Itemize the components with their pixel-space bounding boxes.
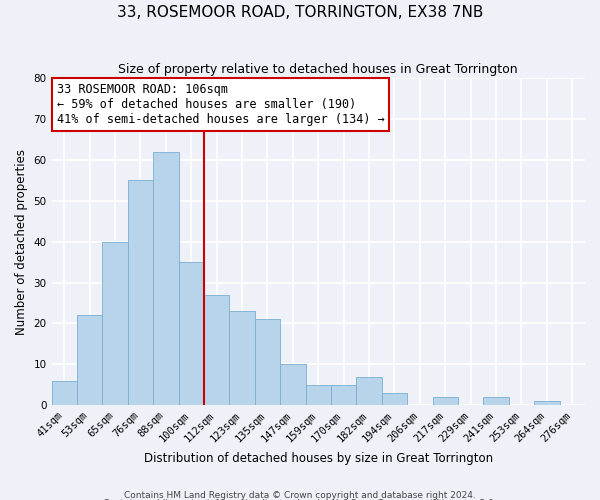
Bar xyxy=(305,385,331,405)
Bar xyxy=(204,295,229,405)
Text: 33, ROSEMOOR ROAD, TORRINGTON, EX38 7NB: 33, ROSEMOOR ROAD, TORRINGTON, EX38 7NB xyxy=(117,5,483,20)
Bar xyxy=(280,364,305,405)
Bar xyxy=(52,380,77,405)
X-axis label: Distribution of detached houses by size in Great Torrington: Distribution of detached houses by size … xyxy=(144,452,493,465)
Text: 33 ROSEMOOR ROAD: 106sqm
← 59% of detached houses are smaller (190)
41% of semi-: 33 ROSEMOOR ROAD: 106sqm ← 59% of detach… xyxy=(57,83,385,126)
Bar xyxy=(77,315,103,405)
Title: Size of property relative to detached houses in Great Torrington: Size of property relative to detached ho… xyxy=(118,62,518,76)
Bar xyxy=(331,385,356,405)
Bar xyxy=(534,401,560,405)
Bar xyxy=(229,311,255,405)
Y-axis label: Number of detached properties: Number of detached properties xyxy=(15,148,28,334)
Bar xyxy=(356,376,382,405)
Bar xyxy=(433,397,458,405)
Bar xyxy=(103,242,128,405)
Bar xyxy=(484,397,509,405)
Bar xyxy=(255,320,280,405)
Bar xyxy=(128,180,153,405)
Bar xyxy=(382,393,407,405)
Text: Contains HM Land Registry data © Crown copyright and database right 2024.: Contains HM Land Registry data © Crown c… xyxy=(124,490,476,500)
Bar xyxy=(179,262,204,405)
Bar xyxy=(153,152,179,405)
